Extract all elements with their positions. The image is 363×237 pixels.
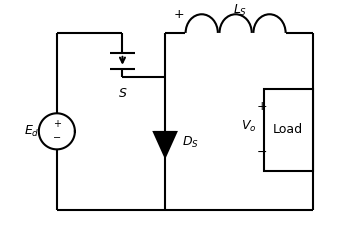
- Text: S: S: [118, 87, 126, 100]
- Text: $E_d$: $E_d$: [24, 124, 40, 139]
- Text: +: +: [53, 119, 61, 129]
- Text: Load: Load: [273, 123, 303, 136]
- Text: $L_S$: $L_S$: [233, 3, 248, 18]
- Text: +: +: [257, 100, 267, 113]
- Bar: [264, 89, 313, 171]
- Text: −: −: [257, 146, 267, 159]
- Text: +: +: [174, 9, 184, 21]
- Text: −: −: [53, 133, 61, 143]
- Text: $D_S$: $D_S$: [182, 135, 199, 150]
- Polygon shape: [154, 132, 176, 157]
- Text: $V_o$: $V_o$: [241, 119, 257, 134]
